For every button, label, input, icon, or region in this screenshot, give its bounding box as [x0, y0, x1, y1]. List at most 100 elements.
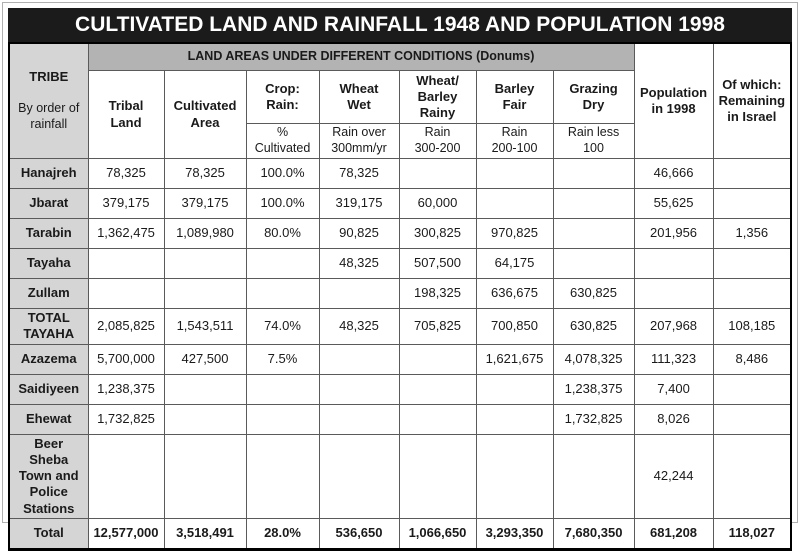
data-cell: 64,175	[475, 248, 554, 279]
data-cell	[552, 188, 635, 219]
data-cell	[552, 158, 635, 189]
data-cell: 2,085,825	[87, 308, 165, 345]
subheader-rain-300-200: Rain 300-200	[398, 123, 477, 159]
data-cell	[552, 218, 635, 249]
data-cell: 7,680,350	[552, 517, 635, 550]
data-cell	[87, 248, 165, 279]
remaining-column-header: Of which: Remaining in Israel	[712, 42, 792, 159]
data-cell	[163, 278, 247, 309]
data-cell: 100.0%	[245, 188, 320, 219]
data-cell	[318, 403, 400, 435]
data-cell: 1,732,825	[87, 403, 165, 435]
population-column-header: Population in 1998	[633, 42, 714, 159]
row-label: TOTAL TAYAHA	[8, 308, 89, 345]
data-cell: 1,238,375	[552, 373, 635, 405]
data-cell: 379,175	[87, 188, 165, 219]
data-cell: 28.0%	[245, 517, 320, 550]
data-cell	[245, 248, 320, 279]
data-cell	[552, 433, 635, 519]
data-cell: 1,066,650	[398, 517, 477, 550]
data-cell	[398, 343, 477, 375]
data-cell: 4,078,325	[552, 343, 635, 375]
row-label: Beer Sheba Town and Police Stations	[8, 433, 89, 519]
data-cell: 118,027	[712, 517, 792, 550]
column-header-wheat-wet: Wheat Wet	[318, 70, 400, 124]
land-rainfall-population-table: TRIBE By order of rainfall LAND AREAS UN…	[8, 42, 793, 551]
column-header-barley-fair: Barley Fair	[475, 70, 554, 124]
data-cell: 700,850	[475, 308, 554, 345]
table-body: Hanajreh 78,325 78,325 100.0% 78,325 46,666 Jb…	[8, 158, 792, 550]
column-header-crop-rain: Crop: Rain:	[245, 70, 320, 124]
row-label: Tayaha	[8, 248, 89, 279]
table-row: Ehewat 1,732,825 1,732,825 8,026	[8, 403, 792, 435]
row-label: Zullam	[8, 278, 89, 309]
table-row: TOTAL TAYAHA 2,085,825 1,543,511 74.0% 48,32…	[8, 308, 792, 345]
data-cell: 78,325	[318, 158, 400, 189]
data-cell: 636,675	[475, 278, 554, 309]
column-header-wheat-barley-rainy: Wheat/ Barley Rainy	[398, 70, 477, 124]
data-cell: 7,400	[633, 373, 714, 405]
data-cell: 379,175	[163, 188, 247, 219]
data-cell: 5,700,000	[87, 343, 165, 375]
data-cell	[712, 403, 792, 435]
data-cell	[163, 373, 247, 405]
table-row: Zullam 198,325 636,675 630,825	[8, 278, 792, 309]
data-cell: 46,666	[633, 158, 714, 189]
row-label: Tarabin	[8, 218, 89, 249]
data-cell: 507,500	[398, 248, 477, 279]
data-cell: 300,825	[398, 218, 477, 249]
data-cell: 630,825	[552, 278, 635, 309]
data-cell: 1,621,675	[475, 343, 554, 375]
row-label: Total	[8, 517, 89, 550]
data-cell: 207,968	[633, 308, 714, 345]
data-cell	[475, 158, 554, 189]
data-cell	[318, 343, 400, 375]
data-cell: 8,486	[712, 343, 792, 375]
data-cell	[398, 373, 477, 405]
tribe-header-subtitle: By order of rainfall	[18, 101, 80, 131]
data-cell	[245, 433, 320, 519]
data-cell: 78,325	[87, 158, 165, 189]
data-cell: 78,325	[163, 158, 247, 189]
subheader-rain-less-100: Rain less 100	[552, 123, 635, 159]
data-cell: 3,293,350	[475, 517, 554, 550]
data-cell	[633, 248, 714, 279]
row-label: Jbarat	[8, 188, 89, 219]
table-row: Azazema 5,700,000 427,500 7.5% 1,621,675 4,07…	[8, 343, 792, 375]
data-cell	[318, 433, 400, 519]
data-cell: 1,543,511	[163, 308, 247, 345]
tribe-header-title: TRIBE	[29, 69, 69, 85]
data-cell: 12,577,000	[87, 517, 165, 550]
data-cell: 60,000	[398, 188, 477, 219]
data-cell: 7.5%	[245, 343, 320, 375]
table-row: Tarabin 1,362,475 1,089,980 80.0% 90,825 300,…	[8, 218, 792, 249]
row-label: Hanajreh	[8, 158, 89, 189]
data-cell: 1,089,980	[163, 218, 247, 249]
data-cell	[318, 373, 400, 405]
data-cell: 90,825	[318, 218, 400, 249]
data-cell	[245, 373, 320, 405]
data-cell	[163, 433, 247, 519]
subheader-rain-over-300: Rain over 300mm/yr	[318, 123, 400, 159]
data-cell: 427,500	[163, 343, 247, 375]
data-cell: 100.0%	[245, 158, 320, 189]
data-cell: 108,185	[712, 308, 792, 345]
data-cell: 74.0%	[245, 308, 320, 345]
data-cell: 80.0%	[245, 218, 320, 249]
data-cell	[475, 188, 554, 219]
data-cell	[398, 158, 477, 189]
data-cell: 970,825	[475, 218, 554, 249]
report-page: CULTIVATED LAND AND RAINFALL 1948 AND PO…	[8, 8, 793, 551]
data-cell	[712, 188, 792, 219]
data-cell	[163, 248, 247, 279]
band-header: LAND AREAS UNDER DIFFERENT CONDITIONS (D…	[87, 42, 635, 71]
data-cell: 705,825	[398, 308, 477, 345]
data-cell: 536,650	[318, 517, 400, 550]
data-cell	[712, 433, 792, 519]
tribe-column-header: TRIBE By order of rainfall	[8, 42, 89, 159]
data-cell	[633, 278, 714, 309]
row-label: Ehewat	[8, 403, 89, 435]
data-cell	[87, 433, 165, 519]
band-row: TRIBE By order of rainfall LAND AREAS UN…	[8, 42, 792, 159]
row-label: Azazema	[8, 343, 89, 375]
